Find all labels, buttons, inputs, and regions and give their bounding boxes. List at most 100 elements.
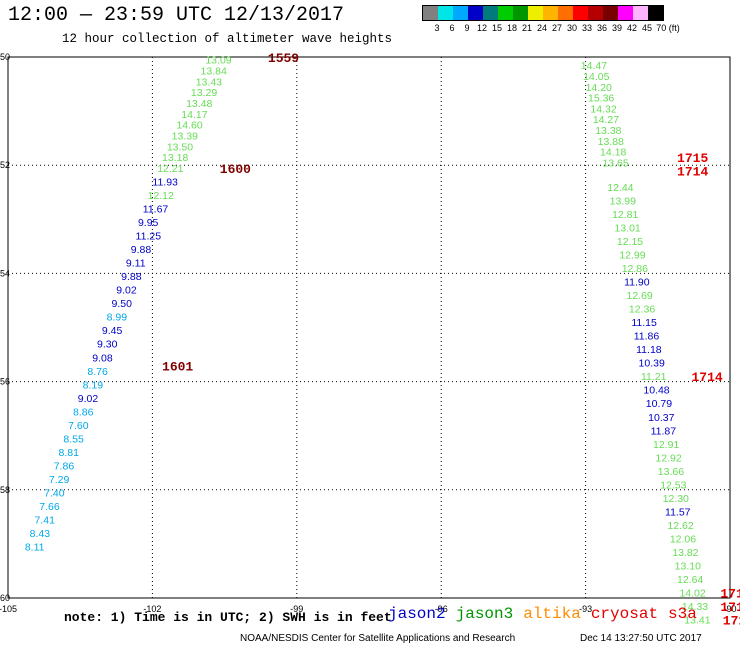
wave-height-value: 13.43 — [196, 76, 222, 88]
wave-height-value: 12.30 — [663, 493, 689, 505]
legend-label: 12 — [476, 23, 488, 33]
wave-height-value: 10.79 — [646, 398, 672, 410]
wave-height-value: 13.88 — [598, 136, 624, 148]
wave-height-value: 13.39 — [172, 130, 198, 142]
wave-height-value: 7.86 — [54, 460, 75, 472]
wave-height-value: 7.66 — [39, 501, 60, 513]
wave-height-value: 12.86 — [622, 263, 648, 275]
page-subtitle: 12 hour collection of altimeter wave hei… — [62, 32, 393, 46]
legend-label: 27 — [551, 23, 563, 33]
wave-height-value: 12.21 — [157, 163, 183, 175]
legend-label: 39 — [611, 23, 623, 33]
legend-label: 21 — [521, 23, 533, 33]
wave-height-value: 11.67 — [143, 203, 169, 215]
wave-height-value: 11.21 — [641, 371, 667, 383]
wave-height-value: 13.18 — [162, 152, 188, 164]
wave-height-value: 13.66 — [658, 466, 684, 478]
wave-height-value: 9.02 — [78, 393, 99, 405]
wave-height-value: 10.37 — [648, 412, 674, 424]
pass-time-label: 1559 — [268, 51, 299, 66]
wave-height-value: 9.02 — [116, 285, 137, 297]
satellite-name: jason3 — [455, 605, 514, 623]
legend-label: 3 — [434, 23, 440, 33]
legend-swatch — [453, 6, 468, 20]
legend-label: 70 (ft) — [656, 23, 680, 33]
y-tick-label: -52 — [0, 160, 10, 170]
legend-label: 6 — [449, 23, 455, 33]
wave-height-value: 12.44 — [607, 182, 633, 194]
legend-swatch — [543, 6, 558, 20]
wave-height-value: 14.27 — [593, 114, 619, 126]
x-tick-label: -90 — [723, 604, 736, 614]
wave-height-value: 12.81 — [612, 209, 638, 221]
wave-height-value: 14.60 — [176, 120, 202, 132]
legend-swatch — [438, 6, 453, 20]
y-tick-label: -58 — [0, 485, 10, 495]
wave-height-value: 13.01 — [614, 222, 640, 234]
wave-height-value: 9.08 — [92, 352, 113, 364]
wave-height-value: 13.50 — [167, 141, 193, 153]
axis-labels: -105 -102 -99 -96 -93 -90 -50 -52 -54 -56 -58 -60 — [0, 52, 737, 614]
wave-height-value: 14.18 — [600, 147, 626, 159]
wave-height-value: 13.09 — [205, 55, 231, 67]
generation-timestamp: Dec 14 13:27:50 UTC 2017 — [580, 633, 702, 644]
wave-height-value: 13.82 — [672, 547, 698, 559]
wave-height-value: 12.62 — [667, 520, 693, 532]
legend-swatch — [498, 6, 513, 20]
wave-height-value: 14.02 — [679, 588, 705, 600]
satellite-name: altika — [523, 605, 581, 623]
wave-height-value: 11.86 — [634, 331, 660, 343]
wave-height-value: 8.11 — [25, 542, 45, 554]
pass-time-label: 1715 — [677, 151, 708, 166]
wave-height-value: 10.48 — [643, 385, 669, 397]
wave-height-value: 11.15 — [631, 317, 657, 329]
wave-height-value: 14.32 — [590, 103, 616, 115]
pass-time-label: 1714 — [677, 165, 708, 180]
wave-height-value: 13.10 — [675, 561, 701, 573]
wave-height-value: 8.43 — [30, 528, 51, 540]
wave-height-value: 14.20 — [586, 82, 612, 94]
wave-height-value: 14.05 — [583, 71, 609, 83]
wave-height-value: 11.93 — [152, 176, 178, 188]
wave-height-value: 9.50 — [111, 298, 132, 310]
wave-height-value: 12.53 — [660, 479, 686, 491]
wave-height-value: 12.64 — [677, 574, 703, 586]
legend-swatch — [423, 6, 438, 20]
x-tick-label: -96 — [435, 604, 448, 614]
wave-height-value: 8.86 — [73, 406, 94, 418]
legend-swatch — [483, 6, 498, 20]
legend-labels: 3 6 9 12 15 18 21 24 27 30 33 36 39 42 45 70 (ft) — [422, 21, 679, 35]
wave-height-value: 12.99 — [619, 249, 645, 261]
x-tick-label: -102 — [143, 604, 161, 614]
legend-label: 30 — [566, 23, 578, 33]
wave-height-value: 14.17 — [181, 109, 207, 121]
y-tick-label: -54 — [0, 268, 10, 278]
wave-height-value: 9.30 — [97, 339, 118, 351]
pass-time-label: 1601 — [162, 359, 193, 374]
legend-label: 9 — [464, 23, 470, 33]
satellite-name: s3a — [668, 605, 697, 623]
wave-height-value: 9.45 — [102, 325, 123, 337]
legend-swatch — [558, 6, 573, 20]
legend-label: 18 — [506, 23, 518, 33]
legend-label: 45 — [641, 23, 653, 33]
legend-swatch — [633, 6, 648, 20]
x-tick-label: -105 — [0, 604, 17, 614]
y-tick-label: -60 — [0, 593, 10, 603]
legend-label: 42 — [626, 23, 638, 33]
wave-height-value: 7.41 — [34, 515, 55, 527]
wave-height-value: 12.36 — [629, 304, 655, 316]
east-track: 14.4714.0514.2015.3614.3214.2713.3813.88… — [581, 60, 711, 627]
legend-label: 24 — [536, 23, 548, 33]
time-marks: 155916001601171517141714171317121712 — [162, 51, 740, 629]
legend-swatches — [422, 5, 664, 21]
wave-height-value: 12.15 — [617, 236, 643, 248]
y-tick-label: -50 — [0, 52, 10, 62]
legend-swatch — [513, 6, 528, 20]
page-title: 12:00 — 23:59 UTC 12/13/2017 — [8, 4, 345, 27]
legend-swatch — [468, 6, 483, 20]
legend-swatch — [603, 6, 618, 20]
x-tick-label: -93 — [579, 604, 592, 614]
